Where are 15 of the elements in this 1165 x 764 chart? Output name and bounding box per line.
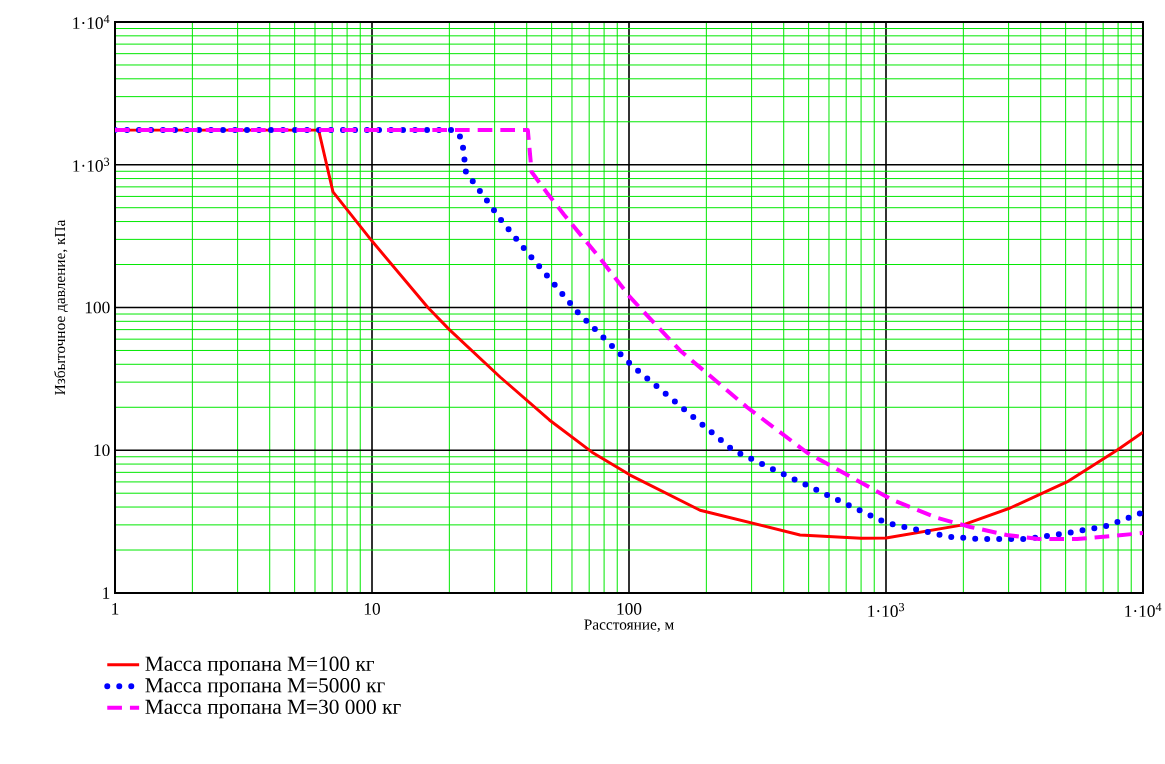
x-tick-label: 10 <box>364 603 381 615</box>
x-tick-label: 100 <box>617 603 642 615</box>
y-axis-title: Избыточное давление, кПа <box>54 219 68 395</box>
y-tick-label: 1·10$^{3}$ <box>73 157 110 172</box>
legend-label: Масса пропана М=100 кг <box>145 656 374 676</box>
x-tick-label: 1·10$^{4}$ <box>1125 603 1162 617</box>
y-tick-label: 100 <box>85 301 110 314</box>
x-axis-title: Расстояние, м <box>584 619 674 632</box>
y-tick-label: 10 <box>94 444 110 457</box>
x-tick-label: 1·10$^{3}$ <box>868 603 905 618</box>
legend-label: Масса пропана М=5000 кг <box>145 678 385 697</box>
x-tick-label: 1 <box>112 603 119 615</box>
y-tick-label: 1 <box>103 587 110 599</box>
legend-label: Масса пропана М=30 000 кг <box>145 699 401 719</box>
y-tick-label: 1·10$^{4}$ <box>73 15 110 29</box>
